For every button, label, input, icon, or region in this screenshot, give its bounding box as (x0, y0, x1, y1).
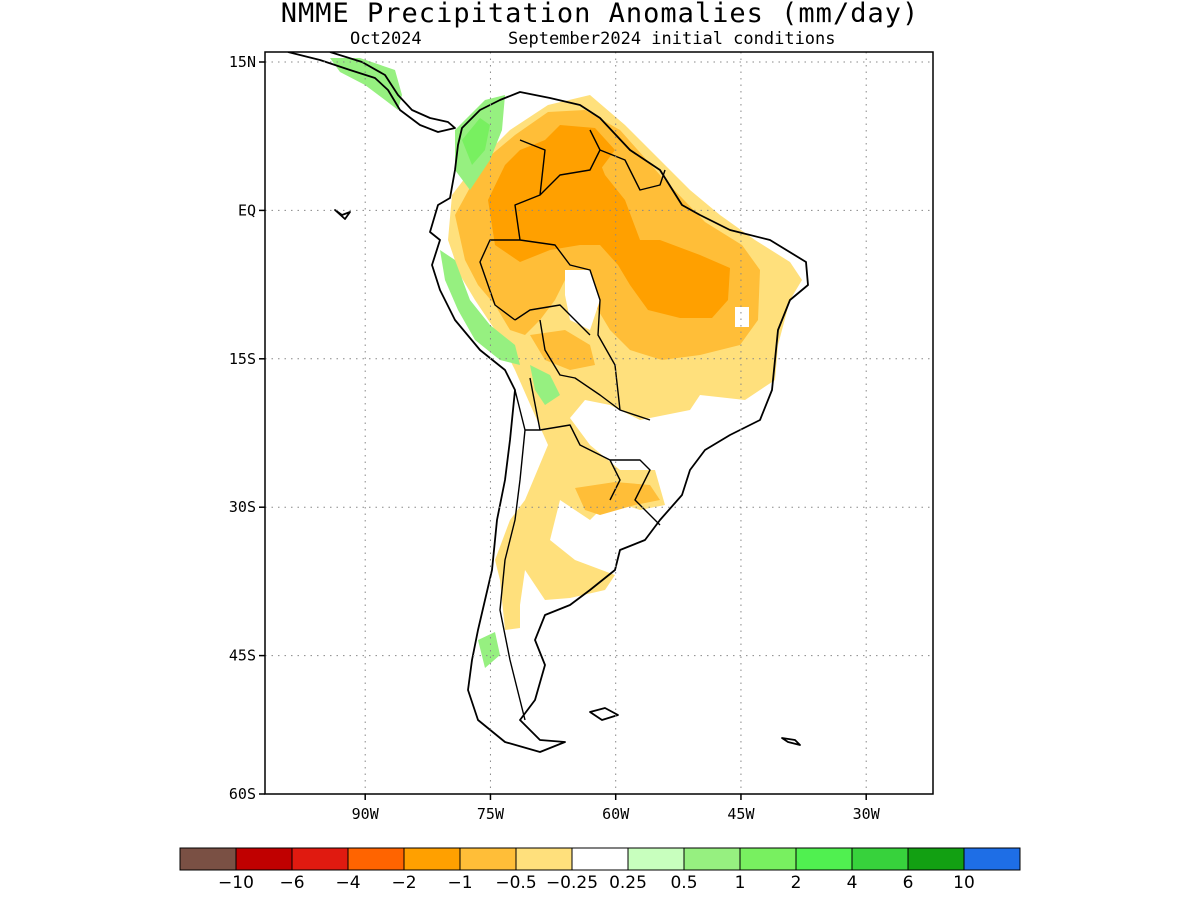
colorbar-label: −0.25 (546, 873, 598, 893)
x-tick-label: 45W (727, 805, 755, 823)
colorbar-swatch (739, 847, 797, 871)
coastlines (287, 52, 809, 753)
south-georgia (781, 737, 801, 746)
colorbar-label: 6 (903, 873, 914, 893)
colorbar-label: 0.5 (670, 873, 697, 893)
y-tick-label: 60S (229, 785, 256, 803)
colorbar-label: −1 (447, 873, 472, 893)
south-america-outline (429, 91, 809, 753)
colorbar-label: 1 (735, 873, 746, 893)
colorbar-label: −10 (218, 873, 254, 893)
initial-conditions-label: September2024 initial conditions (508, 29, 836, 49)
x-tick-label: 60W (602, 805, 630, 823)
colorbar-label: 4 (847, 873, 858, 893)
colorbar-legend: −10 −6 −4 −2 −1 −0.5 −0.25 0.25 0.5 1 2 4 6 10 (179, 847, 1021, 893)
latitude-axis: 15N EQ 15S 30S 45S 60S (229, 53, 265, 803)
forecast-month: Oct2024 (350, 29, 422, 49)
strong-dry-anomaly-amazon (488, 140, 730, 318)
weak-wet-anomaly-bolivia-slope (530, 365, 560, 405)
x-tick-label: 90W (352, 805, 380, 823)
colorbar-swatch (683, 847, 741, 871)
colorbar-label: 0.25 (609, 873, 647, 893)
wet-anomaly-colombia (462, 118, 490, 165)
colorbar-label: −6 (279, 873, 304, 893)
longitude-axis: 90W 75W 60W 45W 30W (352, 794, 881, 823)
colorbar-swatch (403, 847, 461, 871)
colorbar-label: −0.5 (495, 873, 536, 893)
weak-wet-anomaly-central-america (330, 58, 402, 110)
weak-wet-anomaly-andes (440, 250, 520, 365)
y-tick-label: 30S (229, 498, 256, 516)
colorbar-swatch (179, 847, 237, 871)
y-tick-label: EQ (238, 201, 256, 219)
y-tick-label: 45S (229, 647, 256, 665)
chart-title: NMME Precipitation Anomalies (mm/day) (280, 0, 920, 29)
map-plot-area (265, 52, 933, 794)
near-zero-anomaly-brazil (735, 307, 749, 327)
moderate-dry-anomaly-bolivia (530, 330, 595, 370)
graticule (265, 52, 933, 794)
central-america-outline (287, 52, 456, 133)
colorbar-label: 2 (791, 873, 802, 893)
colorbar-swatch (571, 847, 629, 871)
colorbar-swatch (347, 847, 405, 871)
colorbar-swatch (851, 847, 909, 871)
y-tick-label: 15N (229, 53, 256, 71)
y-tick-label: 15S (229, 350, 256, 368)
colorbar-swatch (963, 847, 1021, 871)
colorbar-label: −4 (335, 873, 360, 893)
weak-wet-anomaly-patagonia (478, 632, 500, 668)
map-frame (264, 51, 934, 795)
near-zero-anomaly-bolivia (565, 270, 600, 330)
colorbar-swatch (907, 847, 965, 871)
x-tick-label: 75W (477, 805, 505, 823)
colorbar-label: 10 (953, 873, 975, 893)
galapagos (334, 209, 351, 220)
colorbar-swatch (795, 847, 853, 871)
falkland-islands (589, 707, 619, 721)
colorbar-label: −2 (391, 873, 416, 893)
colorbar-swatch (459, 847, 517, 871)
colorbar-swatch (291, 847, 349, 871)
x-tick-label: 30W (853, 805, 881, 823)
colorbar-swatch (515, 847, 573, 871)
country-borders (479, 129, 666, 721)
moderate-dry-anomaly-south (575, 482, 660, 515)
colorbar-swatch (627, 847, 685, 871)
colorbar-swatch (235, 847, 293, 871)
